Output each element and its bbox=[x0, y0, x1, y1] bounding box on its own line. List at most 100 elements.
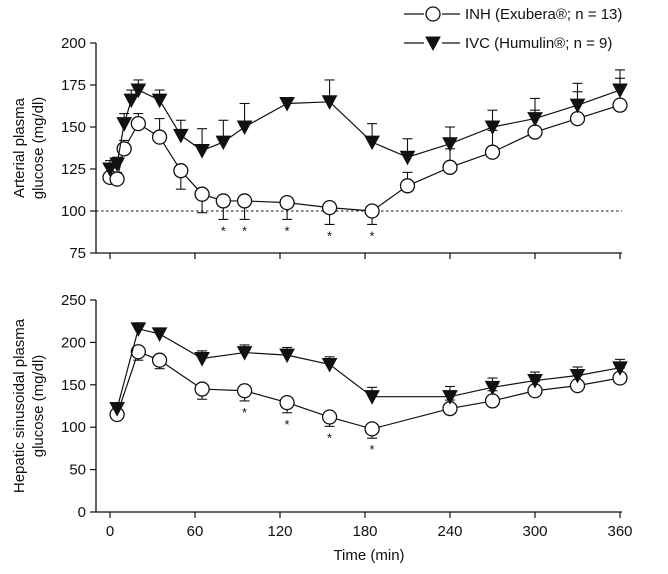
significance-marker: * bbox=[221, 223, 226, 238]
x-tick-label: 120 bbox=[267, 523, 292, 540]
legend-item-ivc: IVC (Humulin®; n = 9) bbox=[404, 35, 612, 52]
legend-item-inh: INH (Exubera®; n = 13) bbox=[404, 6, 622, 23]
significance-marker: * bbox=[285, 223, 290, 238]
data-point-ivc bbox=[569, 98, 586, 114]
data-point-ivc bbox=[527, 374, 543, 389]
data-point-ivc bbox=[172, 128, 189, 144]
y-tick-label: 250 bbox=[61, 292, 86, 309]
data-point-inh bbox=[569, 110, 586, 127]
data-point-ivc bbox=[102, 162, 118, 178]
y-tick-label: 200 bbox=[61, 35, 86, 52]
y-axis-title-line1: Hepatic sinusoidal plasma bbox=[11, 318, 28, 493]
data-point-ivc bbox=[442, 137, 458, 152]
data-point-ivc bbox=[612, 83, 628, 99]
data-point-inh bbox=[364, 203, 380, 219]
data-point-inh bbox=[442, 159, 458, 175]
legend-marker-ivc bbox=[425, 36, 441, 52]
data-point-ivc bbox=[130, 83, 147, 99]
data-point-ivc bbox=[484, 120, 501, 136]
data-point-ivc bbox=[612, 361, 628, 376]
y-axis-title: Arterial plasma glucose (mg/dl) bbox=[11, 97, 47, 200]
x-tick-label: 180 bbox=[352, 523, 377, 540]
data-point-inh bbox=[364, 421, 380, 437]
x-tick-label: 240 bbox=[437, 523, 462, 540]
x-axis-title: Time (min) bbox=[333, 547, 404, 564]
significance-marker: * bbox=[370, 228, 375, 243]
data-point-ivc bbox=[236, 120, 253, 136]
data-point-ivc bbox=[364, 390, 380, 405]
data-point-ivc bbox=[151, 327, 168, 342]
data-point-ivc bbox=[399, 150, 416, 166]
data-point-inh bbox=[109, 171, 125, 187]
data-point-ivc bbox=[569, 368, 586, 384]
data-point-inh bbox=[279, 194, 295, 211]
x-tick-label: 300 bbox=[522, 523, 547, 540]
y-tick-label: 175 bbox=[61, 77, 86, 94]
legend-marker-inh bbox=[425, 6, 441, 22]
data-point-inh bbox=[194, 186, 210, 202]
y-tick-label: 150 bbox=[61, 377, 86, 394]
arterial-glucose-panel: 75 100 125 150 175 200 Arterial plasma glucose … bbox=[11, 35, 628, 262]
data-point-ivc bbox=[194, 352, 210, 367]
data-point-ivc bbox=[484, 380, 501, 396]
series-inh bbox=[102, 77, 628, 225]
data-point-ivc bbox=[279, 96, 295, 112]
series-ivc bbox=[109, 322, 628, 417]
data-point-inh bbox=[612, 97, 628, 113]
data-point-ivc bbox=[236, 346, 253, 361]
x-tick-label: 60 bbox=[187, 523, 204, 540]
data-point-inh bbox=[484, 144, 501, 160]
significance-marker: * bbox=[242, 405, 247, 420]
data-point-ivc bbox=[321, 95, 338, 110]
y-tick-label: 150 bbox=[61, 119, 86, 136]
significance-marker: * bbox=[327, 228, 332, 243]
data-point-inh bbox=[194, 381, 210, 397]
y-tick-label: 0 bbox=[78, 504, 86, 521]
data-point-ivc bbox=[109, 402, 125, 417]
data-point-ivc bbox=[151, 93, 168, 109]
y-axis-title-line1: Arterial plasma bbox=[11, 97, 28, 198]
significance-marker: * bbox=[370, 442, 375, 457]
data-point-ivc bbox=[116, 117, 133, 132]
hepatic-glucose-panel: 0 50 100 150 200 250 0 60 120 180 240 300 360 Hepatic… bbox=[11, 292, 633, 564]
significance-marker: * bbox=[242, 223, 247, 238]
data-point-inh bbox=[215, 193, 231, 209]
y-tick-label: 50 bbox=[69, 462, 86, 479]
data-point-inh bbox=[527, 124, 543, 140]
data-point-inh bbox=[151, 129, 168, 145]
data-point-inh bbox=[173, 163, 189, 179]
data-point-ivc bbox=[130, 322, 147, 337]
data-point-ivc bbox=[364, 135, 380, 151]
data-point-inh bbox=[236, 193, 253, 209]
y-axis-title: Hepatic sinusoidal plasma glucose (mg/dl) bbox=[11, 318, 47, 493]
data-point-ivc bbox=[194, 144, 210, 159]
y-axis-title-line2: glucose (mg/dl) bbox=[30, 97, 47, 200]
legend-label-ivc: IVC (Humulin®; n = 9) bbox=[465, 35, 612, 52]
legend: INH (Exubera®; n = 13) IVC (Humulin®; n … bbox=[404, 6, 622, 52]
data-point-inh bbox=[130, 344, 146, 360]
data-point-inh bbox=[321, 409, 338, 425]
data-point-ivc bbox=[109, 157, 125, 173]
data-point-ivc bbox=[321, 357, 338, 373]
y-tick-label: 125 bbox=[61, 161, 86, 178]
data-point-ivc bbox=[215, 135, 232, 151]
significance-marker: * bbox=[327, 430, 332, 445]
x-tick-label: 0 bbox=[106, 523, 114, 540]
legend-label-inh: INH (Exubera®; n = 13) bbox=[465, 6, 622, 23]
series-ivc bbox=[102, 69, 628, 178]
data-point-ivc bbox=[527, 112, 543, 127]
data-point-inh bbox=[484, 393, 501, 409]
y-tick-label: 75 bbox=[69, 245, 86, 262]
data-point-inh bbox=[236, 383, 253, 399]
x-tick-label: 360 bbox=[607, 523, 632, 540]
data-point-inh bbox=[399, 178, 416, 194]
significance-marker: * bbox=[285, 417, 290, 432]
data-point-inh bbox=[151, 352, 168, 368]
data-point-ivc bbox=[442, 390, 458, 405]
y-tick-label: 200 bbox=[61, 334, 86, 351]
series-line bbox=[109, 104, 621, 212]
data-point-inh bbox=[279, 394, 295, 411]
y-axis-title-line2: glucose (mg/dl) bbox=[30, 355, 47, 458]
